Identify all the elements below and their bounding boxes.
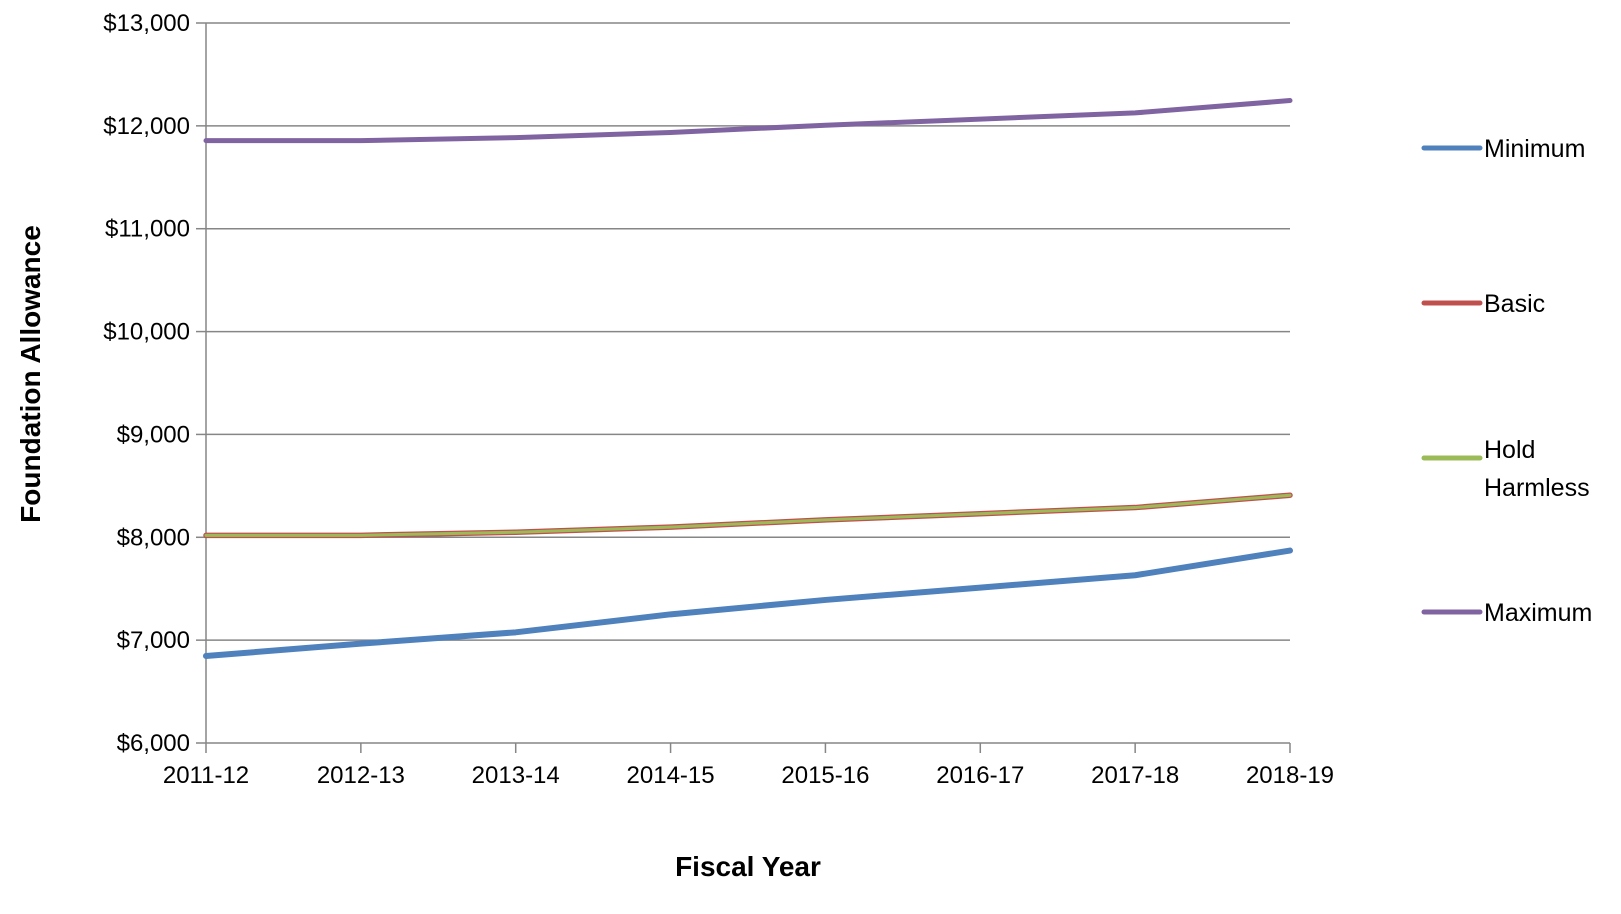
y-tick-label: $12,000 [103,113,190,140]
y-axis-title: Foundation Allowance [15,225,46,523]
x-tick-label: 2011-12 [163,762,249,789]
x-tick-label: 2013-14 [472,762,560,789]
y-tick-label: $6,000 [117,730,190,757]
x-tick-label: 2012-13 [317,762,405,789]
y-tick-label: $9,000 [117,421,190,448]
y-tick-label: $13,000 [103,10,190,37]
x-tick-label: 2016-17 [936,762,1024,789]
series-line-maximum [206,101,1290,141]
x-axis-title: Fiscal Year [675,851,821,882]
series-line-hold-harmless [206,495,1290,535]
x-tick-label: 2015-16 [781,762,869,789]
legend-label-maximum: Maximum [1484,599,1592,627]
y-tick-label: $7,000 [117,627,190,654]
y-tick-label: $11,000 [105,216,190,243]
x-tick-label: 2014-15 [627,762,715,789]
series-line-basic [206,495,1290,535]
legend-label-minimum: Minimum [1484,135,1585,163]
y-tick-label: $8,000 [117,524,190,551]
x-tick-label: 2018-19 [1246,762,1334,789]
legend-label-basic: Basic [1484,290,1545,318]
y-tick-label: $10,000 [103,319,190,346]
x-tick-label: 2017-18 [1091,762,1179,789]
